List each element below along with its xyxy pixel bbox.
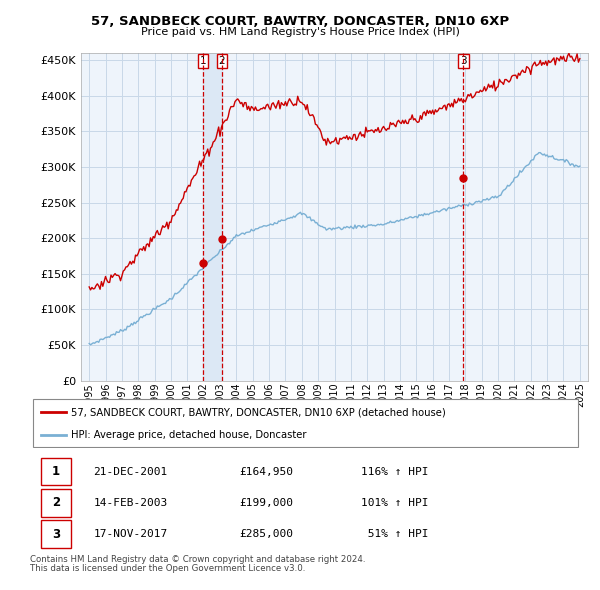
Text: 116% ↑ HPI: 116% ↑ HPI (361, 467, 428, 477)
Text: 17-NOV-2017: 17-NOV-2017 (94, 529, 168, 539)
FancyBboxPatch shape (41, 489, 71, 517)
Text: 2: 2 (218, 56, 225, 66)
FancyBboxPatch shape (41, 520, 71, 548)
Text: 1: 1 (200, 56, 206, 66)
Text: 3: 3 (52, 527, 60, 540)
Text: £285,000: £285,000 (240, 529, 294, 539)
Text: 57, SANDBECK COURT, BAWTRY, DONCASTER, DN10 6XP: 57, SANDBECK COURT, BAWTRY, DONCASTER, D… (91, 15, 509, 28)
Text: This data is licensed under the Open Government Licence v3.0.: This data is licensed under the Open Gov… (30, 564, 305, 573)
Text: 51% ↑ HPI: 51% ↑ HPI (361, 529, 428, 539)
Text: 57, SANDBECK COURT, BAWTRY, DONCASTER, DN10 6XP (detached house): 57, SANDBECK COURT, BAWTRY, DONCASTER, D… (71, 407, 446, 417)
Text: 101% ↑ HPI: 101% ↑ HPI (361, 498, 428, 508)
Text: HPI: Average price, detached house, Doncaster: HPI: Average price, detached house, Donc… (71, 430, 307, 440)
FancyBboxPatch shape (41, 458, 71, 486)
Text: 2: 2 (52, 496, 60, 510)
Text: 14-FEB-2003: 14-FEB-2003 (94, 498, 168, 508)
Text: Contains HM Land Registry data © Crown copyright and database right 2024.: Contains HM Land Registry data © Crown c… (30, 555, 365, 563)
Text: 3: 3 (460, 56, 467, 66)
Text: £199,000: £199,000 (240, 498, 294, 508)
Text: 1: 1 (52, 466, 60, 478)
FancyBboxPatch shape (33, 399, 578, 447)
Text: Price paid vs. HM Land Registry's House Price Index (HPI): Price paid vs. HM Land Registry's House … (140, 27, 460, 37)
Text: £164,950: £164,950 (240, 467, 294, 477)
Bar (203, 53, 222, 381)
Text: 21-DEC-2001: 21-DEC-2001 (94, 467, 168, 477)
